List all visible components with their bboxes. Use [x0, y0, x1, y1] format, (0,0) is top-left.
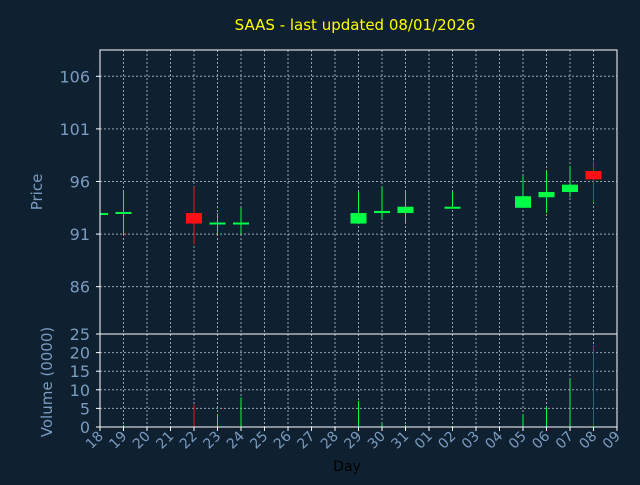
- panel-frames: [99, 49, 618, 428]
- candle-body: [350, 213, 367, 224]
- x-tick-label: 21: [153, 429, 177, 453]
- candle-body: [444, 206, 461, 209]
- candle-body: [538, 192, 555, 198]
- volume-bars: [99, 345, 594, 427]
- candle-body: [397, 206, 414, 214]
- x-tick-label: 28: [318, 429, 342, 453]
- price-y-tick-label: 96: [70, 172, 90, 191]
- x-tick-label: 08: [576, 429, 600, 453]
- candle-body: [562, 184, 578, 192]
- volume-y-tick-label: 25: [70, 325, 90, 344]
- x-tick-label: 25: [247, 429, 271, 453]
- x-tick-label: 30: [365, 429, 389, 453]
- price-y-tick-label: 101: [59, 120, 90, 139]
- candle-body: [374, 210, 390, 214]
- chart-title: SAAS - last updated 08/01/2026: [235, 16, 476, 34]
- candle-body: [515, 196, 531, 208]
- x-tick-label: 05: [506, 429, 530, 453]
- candle-body: [209, 222, 226, 225]
- x-ticks: 18 19 20 21 22 23 24 25 26 27 28 29 30 31 01 02 03 04 05 06…: [83, 427, 624, 452]
- volume-y-tick-label: 0: [80, 418, 90, 437]
- x-tick-label: 24: [224, 428, 248, 452]
- price-y-tick-label: 106: [59, 67, 90, 86]
- price-axis-label: Price: [28, 174, 46, 211]
- candle-body: [186, 213, 202, 224]
- candle-body: [100, 213, 108, 216]
- volume-y-tick-label: 10: [70, 381, 90, 400]
- candle-body: [233, 222, 249, 225]
- x-tick-label: 04: [482, 428, 506, 452]
- x-tick-label: 27: [294, 429, 318, 453]
- volume-y-tick-label: 20: [70, 344, 90, 363]
- x-tick-label: 07: [553, 429, 577, 453]
- price-candles: [100, 160, 602, 245]
- candle-body: [585, 170, 602, 180]
- volume-axis-label: Volume (0000): [38, 327, 56, 437]
- x-tick-label: 29: [341, 429, 365, 453]
- x-axis-label: Day: [333, 459, 361, 475]
- x-tick-label: 31: [388, 429, 412, 453]
- x-tick-label: 02: [435, 429, 459, 453]
- x-tick-label: 19: [106, 429, 130, 453]
- x-tick-label: 09: [600, 429, 624, 453]
- x-tick-label: 20: [130, 429, 154, 453]
- price-y-ticks: 86 91 96 101 106: [59, 67, 100, 297]
- price-y-tick-label: 91: [70, 225, 90, 244]
- x-tick-label: 06: [529, 428, 553, 452]
- x-tick-label: 23: [200, 429, 224, 453]
- x-tick-label: 03: [459, 429, 483, 453]
- x-tick-label: 26: [271, 428, 295, 452]
- volume-y-tick-label: 15: [70, 362, 90, 381]
- price-y-tick-label: 86: [70, 278, 90, 297]
- x-tick-label: 01: [412, 429, 436, 453]
- x-tick-label: 22: [177, 429, 201, 453]
- candle-body: [115, 211, 132, 214]
- volume-y-tick-label: 5: [80, 399, 90, 418]
- volume-panel-frame: [99, 333, 618, 428]
